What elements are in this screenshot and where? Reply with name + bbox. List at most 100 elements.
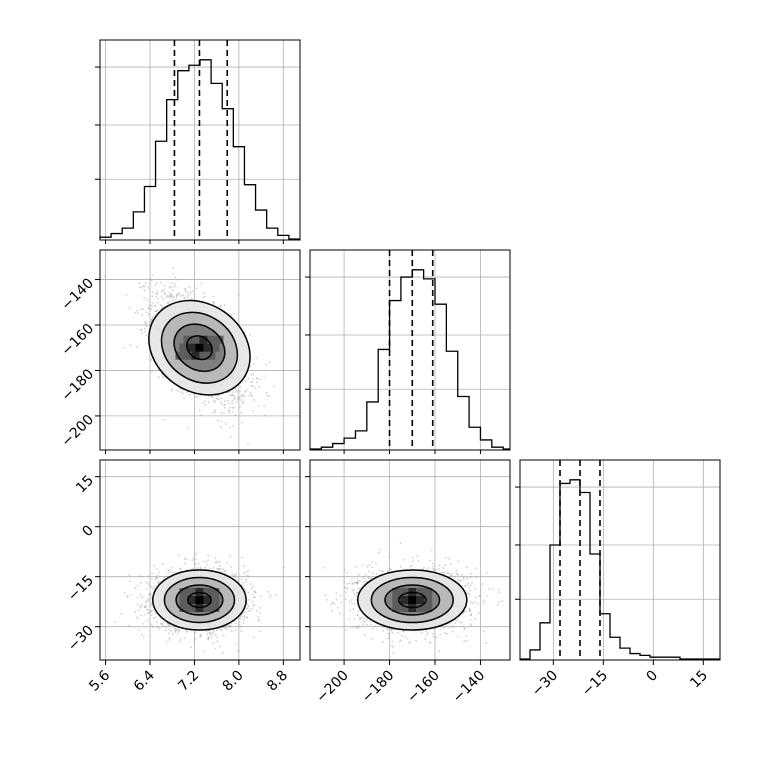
scatter-point [255,610,258,612]
scatter-point [229,406,232,409]
scatter-point [202,560,205,563]
scatter-point [146,608,149,611]
histogram-panel-2 [515,459,721,661]
scatter-point [162,563,164,566]
scatter-point [219,560,222,563]
scatter-point [348,618,350,620]
scatter-panel-0-1 [99,249,301,451]
scatter-point [390,628,393,631]
scatter-point [147,313,150,316]
scatter-point [432,562,434,565]
scatter-point [235,573,237,576]
scatter-point [243,565,246,568]
scatter-point [147,598,150,601]
scatter-point [151,291,154,293]
scatter-point [222,411,225,414]
scatter-point [172,571,174,574]
scatter-point [462,625,465,628]
scatter-point [186,291,189,294]
scatter-point [248,610,250,613]
scatter-point [240,625,243,628]
scatter-point [238,621,241,623]
scatter-point [231,573,234,576]
scatter-point [139,308,142,310]
scatter-point [463,628,466,631]
scatter-point [235,389,238,392]
scatter-point [136,596,139,599]
scatter-point [224,627,227,630]
scatter-point [250,365,252,368]
scatter-point [177,629,180,632]
scatter-point [216,567,219,570]
scatter-point [251,381,253,383]
scatter-point [153,305,156,307]
scatter-point [212,396,214,399]
scatter-point [227,399,229,402]
scatter-point [169,637,171,639]
scatter-point [252,385,255,387]
scatter-point [269,596,272,599]
scatter-point [126,595,129,598]
scatter-point [259,595,262,598]
scatter-point [220,420,222,423]
scatter-point [216,640,219,643]
scatter-point [167,296,170,299]
scatter-point [463,640,466,642]
scatter-point [139,593,142,596]
scatter-point [149,359,152,362]
density-cell [199,351,208,360]
scatter-point [155,310,158,312]
scatter-point [247,575,250,577]
scatter-point [194,631,197,634]
scatter-point [215,397,218,400]
scatter-point [140,614,142,617]
scatter-point [150,318,153,321]
scatter-point [149,585,152,588]
scatter-point [219,564,221,567]
scatter-point [177,554,180,556]
scatter-point [204,566,206,569]
scatter-point [267,590,270,593]
scatter-point [390,628,393,631]
scatter-point [255,381,258,384]
scatter-point [227,410,230,413]
scatter-point [150,604,153,607]
scatter-point [218,569,221,571]
density-cell [175,351,184,360]
scatter-point [239,389,242,392]
scatter-point [243,611,245,614]
density-cell [195,343,204,352]
scatter-point [247,607,249,609]
scatter-point [253,636,255,639]
scatter-point [178,640,181,643]
scatter-point [255,357,258,359]
scatter-point [168,300,171,303]
scatter-point [207,636,210,639]
scatter-point [382,570,384,573]
scatter-point [203,295,206,298]
scatter-point [168,569,171,572]
scatter-point [469,576,472,579]
scatter-point [216,560,219,563]
scatter-point [234,398,236,401]
scatter-point [245,581,248,583]
scatter-point [466,592,468,595]
density-cell [179,596,188,604]
scatter-point [125,294,128,297]
scatter-point [137,609,140,611]
scatter-point [245,380,247,383]
scatter-point [331,602,334,605]
scatter-point [243,572,245,575]
scatter-point [194,637,196,640]
scatter-point [153,585,156,587]
scatter-point [178,630,181,633]
density-cell [199,335,208,344]
scatter-point [208,629,211,632]
scatter-point [165,296,168,299]
density-cell [207,335,216,344]
scatter-point [265,391,268,394]
scatter-point [235,643,238,646]
scatter-point [186,296,189,299]
scatter-point [162,298,165,300]
scatter-point [207,638,210,640]
